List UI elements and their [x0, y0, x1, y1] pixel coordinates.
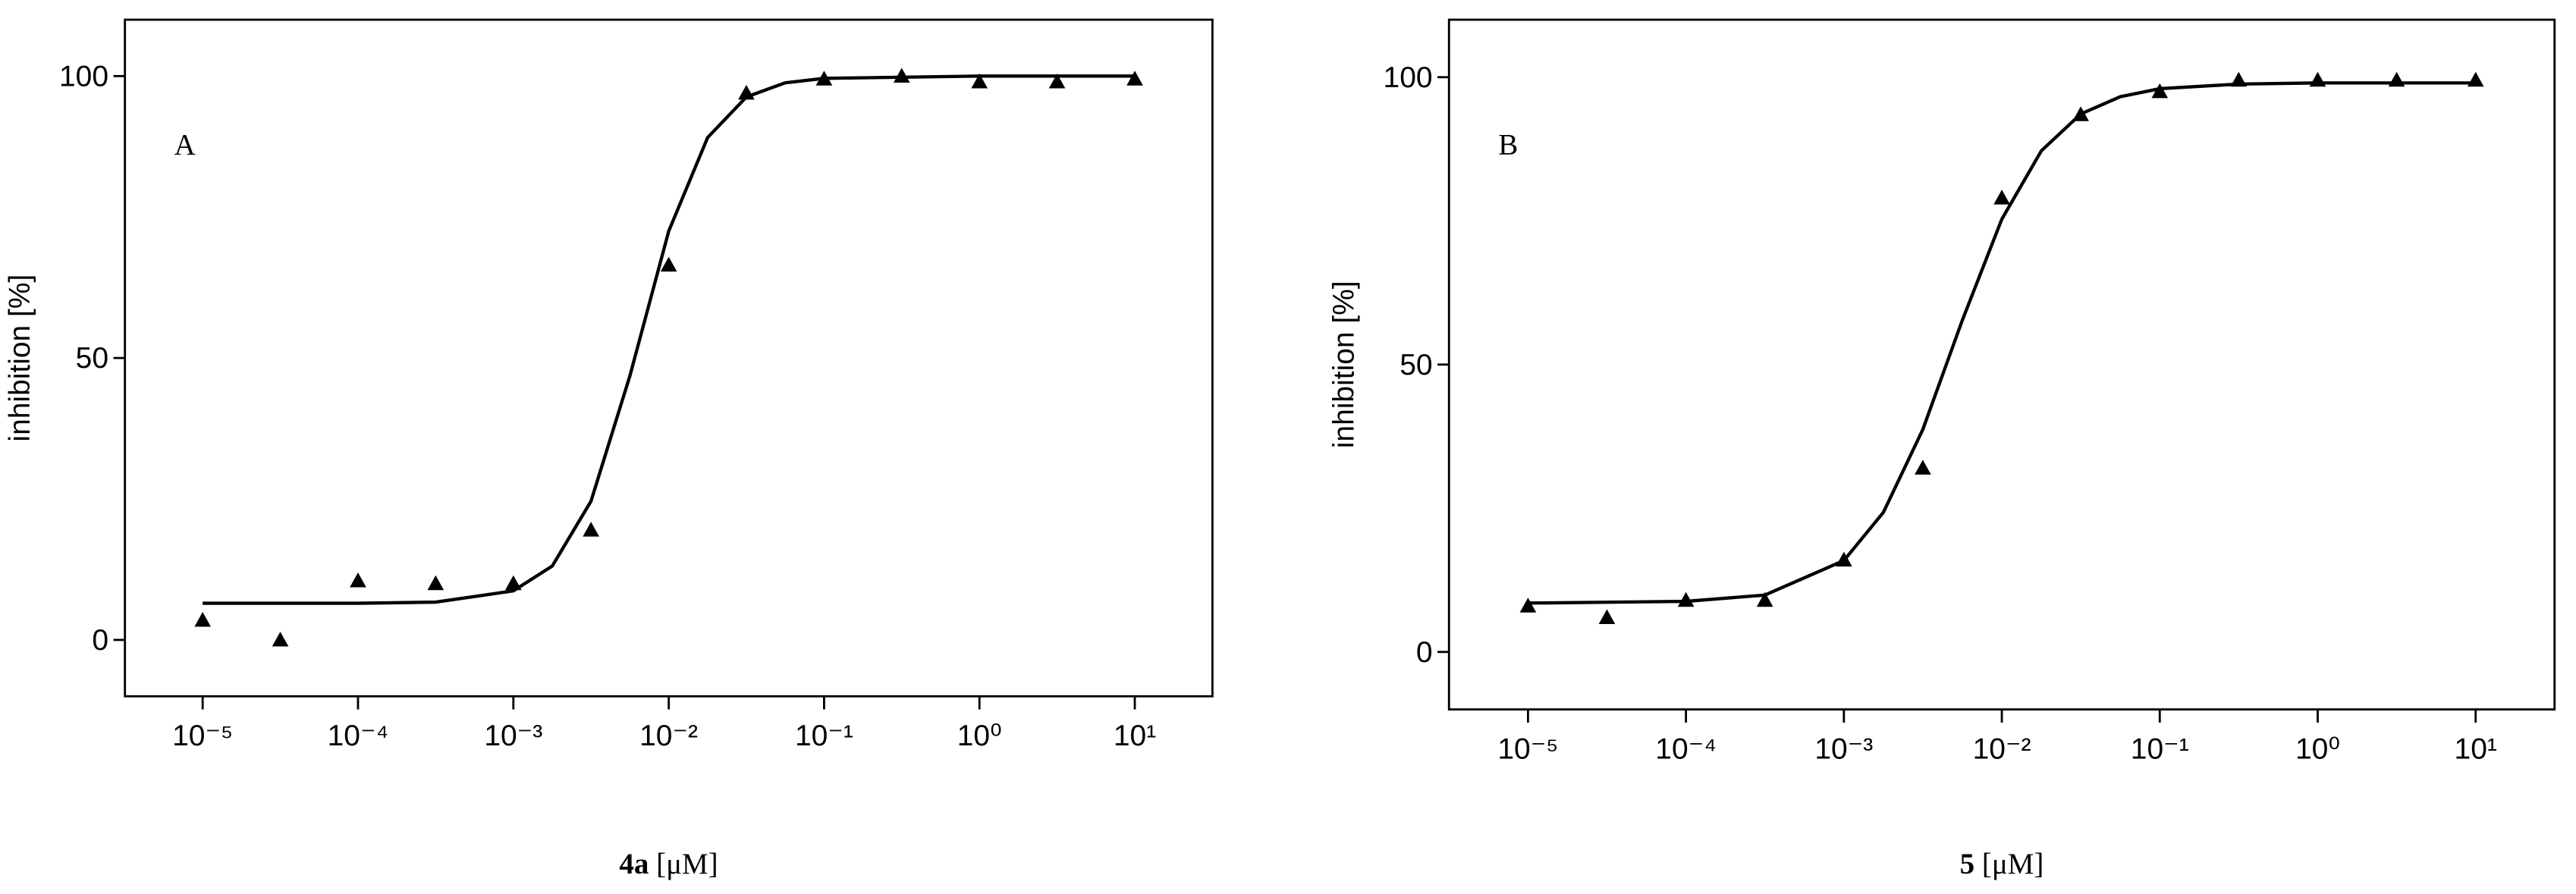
- plot-frame: [124, 18, 1214, 698]
- y-tick-label: 50: [76, 342, 108, 375]
- y-tick-label: 100: [1384, 61, 1433, 94]
- x-tick-label: 10⁻¹: [2131, 733, 2189, 766]
- x-label-unit: [μM]: [1982, 848, 2044, 880]
- x-tick-label: 10⁰: [957, 720, 1002, 752]
- x-label-compound: 5: [1960, 848, 1974, 880]
- data-point: [2151, 83, 2169, 99]
- panel-label: A: [174, 129, 196, 162]
- data-point: [971, 73, 988, 89]
- x-tick-label: 10⁰: [2295, 733, 2340, 766]
- panel-label: B: [1498, 129, 1518, 162]
- x-tick-label: 10⁻²: [1973, 733, 2031, 766]
- data-point: [1126, 71, 1143, 86]
- y-tick-label: 0: [1416, 636, 1433, 669]
- data-point: [1993, 190, 2010, 205]
- x-tick-label: 10¹: [1114, 720, 1156, 752]
- data-point: [1519, 598, 1537, 613]
- data-point: [1915, 460, 1931, 475]
- y-axis-label: inhibition [%]: [4, 274, 36, 442]
- data-point: [194, 612, 211, 627]
- x-tick-label: 10⁻³: [484, 720, 542, 752]
- data-point: [427, 575, 445, 591]
- x-tick-label: 10⁻⁴: [328, 720, 389, 752]
- x-tick-label: 10⁻⁵: [172, 720, 233, 752]
- y-tick-label: 0: [92, 624, 108, 657]
- y-axis-label: inhibition [%]: [1328, 281, 1361, 448]
- x-label-compound: 4a: [619, 848, 649, 880]
- data-point: [272, 632, 289, 647]
- x-tick-label: 10¹: [2455, 733, 2497, 766]
- data-point: [893, 67, 910, 83]
- x-tick-label: 10⁻¹: [795, 720, 853, 752]
- x-label-unit: [μM]: [656, 848, 718, 880]
- x-tick-label: 10⁻⁵: [1497, 733, 1558, 766]
- x-axis-label: 5 [μM]: [1960, 848, 2044, 880]
- data-point: [1677, 591, 1695, 607]
- plot-frame: [1447, 18, 2556, 710]
- fit-curve: [203, 74, 1136, 605]
- fit-curve: [1528, 81, 2476, 605]
- y-tick-label: 50: [1400, 349, 1432, 381]
- data-point: [350, 572, 366, 588]
- x-tick-label: 10⁻⁴: [1655, 733, 1717, 766]
- y-tick-label: 100: [59, 60, 108, 93]
- x-axis-label: 4a [μM]: [619, 848, 718, 880]
- x-tick-label: 10⁻³: [1814, 733, 1873, 766]
- data-point: [583, 522, 599, 537]
- x-tick-label: 10⁻²: [639, 720, 698, 752]
- data-point: [1048, 73, 1066, 89]
- data-point: [1598, 609, 1616, 624]
- data-point: [660, 256, 677, 272]
- data-point: [1756, 591, 1773, 607]
